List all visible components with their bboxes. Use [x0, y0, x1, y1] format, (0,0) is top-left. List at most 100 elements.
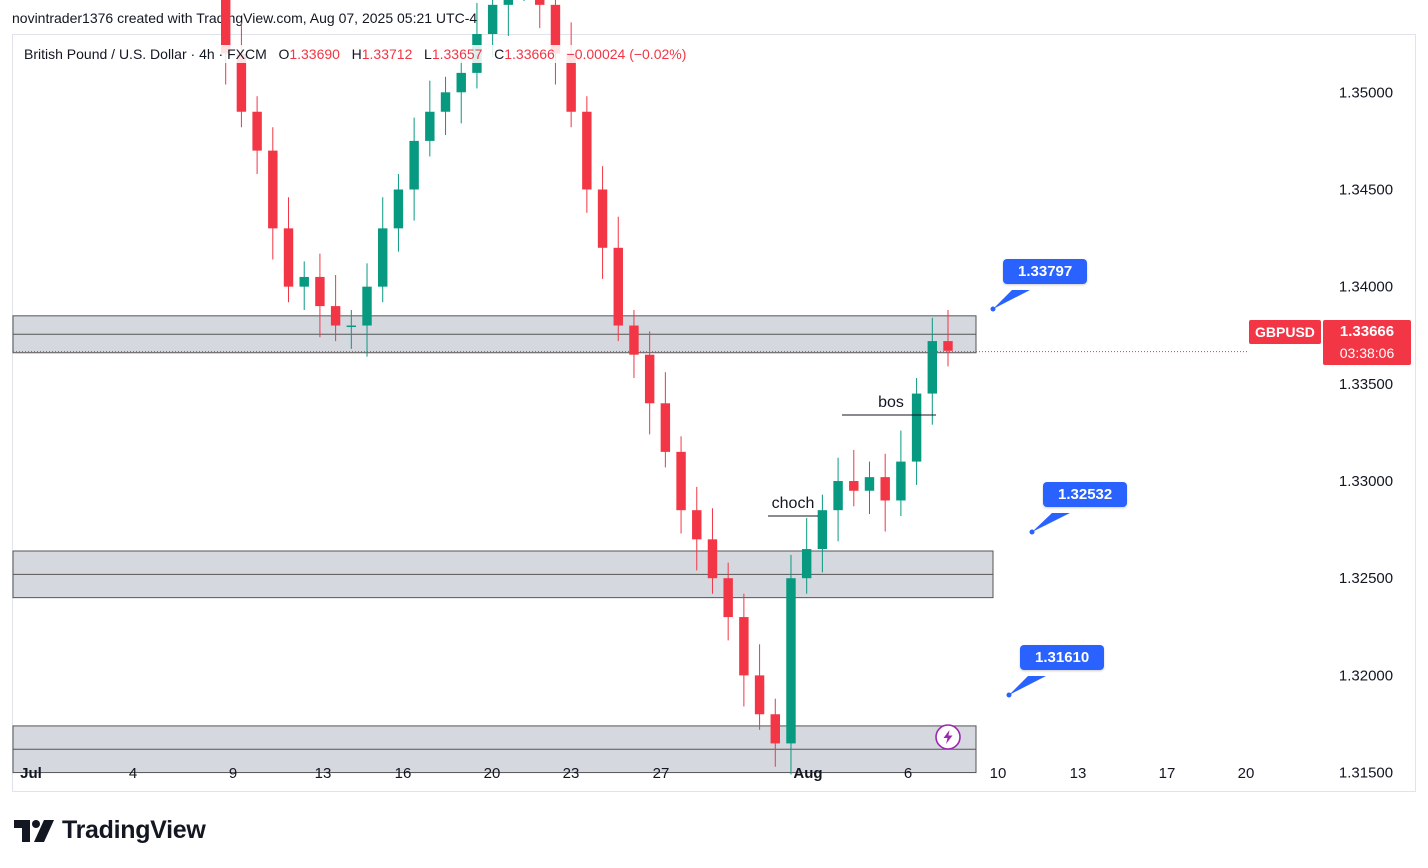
candle-body [582, 111, 592, 190]
x-tick-label: 13 [1070, 765, 1087, 782]
candle-body [801, 549, 812, 579]
bos-label: bos [878, 394, 904, 411]
legend-change: −0.00024 (−0.02%) [566, 46, 687, 62]
candle-body [927, 341, 938, 394]
candle-30[interactable] [676, 436, 686, 534]
candle-body [896, 461, 906, 501]
price-tag-low[interactable]: 1.31610 [1020, 645, 1105, 670]
candle-3[interactable] [252, 96, 262, 174]
candle-40[interactable] [833, 457, 843, 542]
price-tag-top[interactable]: 1.33797 [1003, 259, 1088, 284]
candle-body [268, 150, 278, 229]
price-axis: 1.31500 1.32000 1.32500 1.33000 1.33500 1.340… [1339, 84, 1393, 781]
candle-26[interactable] [613, 216, 623, 342]
candle-7[interactable] [315, 253, 325, 338]
candle-43[interactable] [880, 453, 890, 532]
candle-body [362, 286, 372, 326]
tradingview-mark-icon [14, 819, 54, 842]
candle-41[interactable] [849, 449, 859, 507]
candle-47[interactable] [943, 309, 953, 367]
candle-34[interactable] [739, 593, 749, 707]
candle-9[interactable] [346, 309, 357, 349]
candle-body [864, 477, 875, 491]
candle-12[interactable] [393, 173, 404, 252]
candle-body [739, 617, 749, 676]
candle-38[interactable] [801, 517, 812, 594]
candle-31[interactable] [692, 486, 702, 571]
x-tick-label: 13 [315, 765, 332, 782]
candle-body [550, 4, 561, 54]
candle-body [943, 341, 953, 351]
tag-pointer-1 [1032, 513, 1070, 532]
candle-14[interactable] [425, 80, 435, 157]
x-tick-label: 23 [563, 765, 580, 782]
candle-44[interactable] [896, 430, 906, 517]
x-tick-label: 4 [129, 765, 137, 782]
lightning-icon[interactable] [935, 724, 961, 750]
candle-body [252, 111, 262, 151]
candle-46[interactable] [927, 317, 938, 425]
x-tick-label: 16 [395, 765, 412, 782]
legend-close-label: C [494, 46, 505, 62]
candle-35[interactable] [754, 644, 765, 730]
legend-timeframe: 4h [199, 46, 215, 62]
candle-body [535, 0, 545, 5]
legend-high-label: H [351, 46, 362, 62]
x-tick-label: 6 [904, 765, 912, 782]
candle-body [283, 228, 294, 287]
candle-20[interactable] [519, 0, 528, 1]
candle-45[interactable] [911, 378, 922, 485]
candle-28[interactable] [644, 331, 655, 435]
candle-5[interactable] [283, 197, 294, 303]
x-tick-label: 20 [484, 765, 501, 782]
choch-label: choch [772, 495, 815, 512]
candle-body [911, 393, 922, 462]
candle-39[interactable] [817, 494, 828, 573]
y-tick-label: 1.32000 [1339, 667, 1393, 684]
candle-2[interactable] [236, 22, 247, 128]
candle-body [393, 189, 404, 229]
tradingview-logo[interactable]: TradingView [14, 816, 206, 845]
candle-body [440, 92, 451, 112]
candle-37[interactable] [786, 554, 796, 775]
candle-body [692, 510, 702, 540]
price-tag-mid[interactable]: 1.32532 [1043, 482, 1128, 507]
candle-body [676, 451, 686, 511]
candle-29[interactable] [660, 372, 671, 468]
attribution-text: novintrader1376 created with TradingView… [12, 10, 478, 26]
candle-36[interactable] [770, 698, 780, 767]
candle-4[interactable] [268, 127, 278, 260]
candle-32[interactable] [707, 508, 718, 594]
tag-anchor-dot-2 [1006, 692, 1012, 698]
legend-low: 1.33657 [431, 46, 483, 62]
candle-13[interactable] [409, 117, 419, 221]
candle-body [409, 140, 419, 190]
candle-6[interactable] [299, 261, 309, 310]
candle-24[interactable] [582, 96, 592, 213]
candle-19[interactable] [503, 0, 514, 36]
candle-42[interactable] [864, 461, 875, 515]
candle-33[interactable] [723, 562, 733, 641]
candle-body [597, 189, 608, 248]
candle-body [817, 510, 828, 550]
candle-body [346, 325, 357, 328]
legend-open: 1.33690 [289, 46, 340, 62]
chart-frame[interactable] [12, 34, 1416, 792]
candle-22[interactable] [550, 0, 561, 85]
candle-10[interactable] [362, 263, 372, 357]
candle-body [566, 53, 576, 112]
candle-body [770, 714, 780, 744]
candle-body [786, 578, 796, 744]
candle-15[interactable] [440, 76, 451, 136]
candle-11[interactable] [378, 197, 388, 303]
candle-1[interactable] [220, 0, 231, 85]
candle-8[interactable] [330, 275, 341, 342]
legend-exchange: FXCM [227, 46, 267, 62]
candle-23[interactable] [566, 22, 576, 128]
x-tick-label: 17 [1159, 765, 1176, 782]
candle-21[interactable] [535, 0, 545, 29]
candle-25[interactable] [597, 166, 608, 279]
legend-high: 1.33712 [361, 46, 413, 62]
candle-27[interactable] [629, 309, 639, 379]
